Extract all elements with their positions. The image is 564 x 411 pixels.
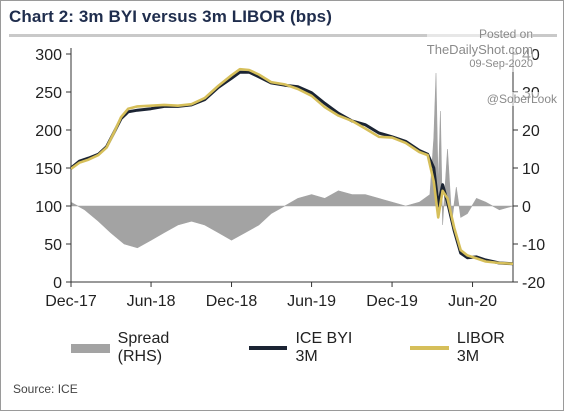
y-left-tick-label: 0 [53,275,62,292]
spread-area [70,72,514,249]
x-tick-label: Jun-19 [287,293,336,310]
legend-label-libor: LIBOR 3M [456,330,505,365]
y-left-tick-label: 300 [35,47,62,64]
x-tick-label: Jun-18 [127,293,176,310]
spread-layer [70,72,514,249]
chart-title: Chart 2: 3m BYI versus 3m LIBOR (bps) [9,7,332,26]
y-right-tick-label: 10 [522,161,540,178]
x-tick-label: Dec-18 [206,293,258,310]
y-left-tick-label: 50 [44,237,62,254]
y-right-tick-label: 0 [522,199,531,216]
y-right-tick-label: -10 [522,237,545,254]
header-rule [9,34,557,37]
y-right-tick-label: 20 [522,123,540,140]
y-left-tick-label: 250 [35,85,62,102]
legend-swatch-spread [71,343,110,353]
legend-swatch-byi [248,346,288,350]
watermark-site: TheDailyShot.com [426,42,533,57]
x-tick-label: Dec-17 [45,293,97,310]
y-left-tick-label: 150 [35,161,62,178]
legend: Spread (RHS) ICE BYI 3M LIBOR 3M [71,330,563,365]
watermark-handle: @SoberLook [486,92,557,106]
lines-layer [70,67,514,266]
legend-item-libor: LIBOR 3M [410,330,529,366]
legend-swatch-libor [410,346,449,350]
x-tick-label: Jun-20 [448,293,497,310]
legend-item-spread: Spread (RHS) [71,330,215,366]
watermark-posted: Posted on [478,27,533,41]
libor-line [70,67,514,266]
axes-layer [70,48,514,283]
source-note: Source: ICE [13,382,78,396]
y-left-tick-label: 100 [35,199,62,216]
legend-item-byi: ICE BYI 3M [248,330,376,366]
y-left-tick-label: 200 [35,123,62,140]
x-tick-label: Dec-19 [366,293,418,310]
watermark-date: 09-Sep-2020 [469,58,533,71]
legend-label-spread: Spread (RHS) [117,330,170,365]
y-right-tick-label: -20 [522,275,545,292]
watermark: Posted on TheDailyShot.com 09-Sep-2020 [426,27,533,72]
legend-label-byi: ICE BYI 3M [295,330,353,365]
